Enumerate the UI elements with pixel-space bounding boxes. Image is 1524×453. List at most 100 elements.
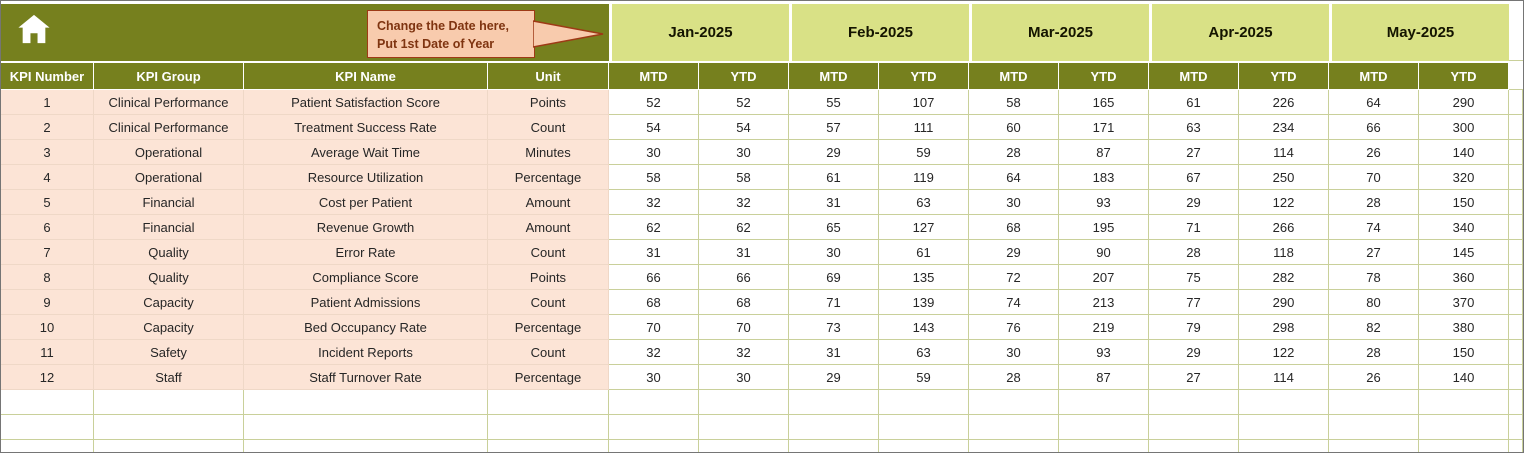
cell-empty[interactable]	[609, 440, 699, 452]
cell-value[interactable]: 250	[1239, 165, 1329, 190]
cell-value[interactable]: 30	[969, 340, 1059, 365]
cell-value[interactable]: 290	[1419, 90, 1509, 115]
cell-empty[interactable]	[488, 440, 609, 452]
cell-unit[interactable]: Amount	[488, 190, 609, 215]
cell-value[interactable]: 165	[1059, 90, 1149, 115]
column-header-feb-2025-ytd[interactable]: YTD	[879, 63, 969, 90]
cell-value[interactable]: 68	[609, 290, 699, 315]
cell-kpi-number[interactable]: 9	[1, 290, 94, 315]
cell-empty[interactable]	[1059, 390, 1149, 415]
cell-empty[interactable]	[1329, 440, 1419, 452]
cell-value[interactable]: 360	[1419, 265, 1509, 290]
cell-unit[interactable]: Count	[488, 240, 609, 265]
column-header-may-2025-mtd[interactable]: MTD	[1329, 63, 1419, 90]
cell-kpi-name[interactable]: Treatment Success Rate	[244, 115, 488, 140]
cell-value[interactable]: 70	[699, 315, 789, 340]
cell-value[interactable]: 27	[1329, 240, 1419, 265]
cell-kpi-name[interactable]: Staff Turnover Rate	[244, 365, 488, 390]
cell-empty[interactable]	[969, 440, 1059, 452]
cell-value[interactable]: 59	[879, 365, 969, 390]
cell-value[interactable]: 70	[609, 315, 699, 340]
cell-kpi-name[interactable]: Patient Satisfaction Score	[244, 90, 488, 115]
cell-value[interactable]: 26	[1329, 365, 1419, 390]
cell-value[interactable]: 122	[1239, 340, 1329, 365]
cell-kpi-number[interactable]: 6	[1, 215, 94, 240]
cell-empty[interactable]	[1509, 365, 1523, 390]
cell-value[interactable]: 31	[789, 190, 879, 215]
cell-value[interactable]: 119	[879, 165, 969, 190]
cell-value[interactable]: 298	[1239, 315, 1329, 340]
cell-value[interactable]: 63	[879, 340, 969, 365]
cell-empty[interactable]	[879, 390, 969, 415]
cell-value[interactable]: 213	[1059, 290, 1149, 315]
cell-kpi-number[interactable]: 8	[1, 265, 94, 290]
cell-empty[interactable]	[94, 440, 244, 452]
cell-value[interactable]: 207	[1059, 265, 1149, 290]
cell-value[interactable]: 68	[699, 290, 789, 315]
cell-kpi-number[interactable]: 3	[1, 140, 94, 165]
cell-value[interactable]: 78	[1329, 265, 1419, 290]
cell-value[interactable]: 29	[1149, 190, 1239, 215]
cell-value[interactable]: 74	[969, 290, 1059, 315]
cell-empty[interactable]	[1239, 415, 1329, 440]
cell-unit[interactable]: Amount	[488, 215, 609, 240]
cell-empty[interactable]	[789, 440, 879, 452]
column-header-mar-2025-mtd[interactable]: MTD	[969, 63, 1059, 90]
cell-empty[interactable]	[1509, 440, 1523, 452]
cell-value[interactable]: 67	[1149, 165, 1239, 190]
cell-empty[interactable]	[1509, 190, 1523, 215]
cell-value[interactable]: 90	[1059, 240, 1149, 265]
cell-value[interactable]: 26	[1329, 140, 1419, 165]
cell-kpi-number[interactable]: 10	[1, 315, 94, 340]
cell-unit[interactable]: Percentage	[488, 365, 609, 390]
cell-kpi-group[interactable]: Operational	[94, 165, 244, 190]
cell-value[interactable]: 30	[699, 140, 789, 165]
cell-kpi-group[interactable]: Financial	[94, 215, 244, 240]
cell-value[interactable]: 31	[699, 240, 789, 265]
cell-value[interactable]: 139	[879, 290, 969, 315]
cell-kpi-name[interactable]: Resource Utilization	[244, 165, 488, 190]
cell-value[interactable]: 31	[789, 340, 879, 365]
cell-value[interactable]: 370	[1419, 290, 1509, 315]
cell-empty[interactable]	[1509, 415, 1523, 440]
month-header-cell-mar-2025[interactable]: Mar-2025	[969, 4, 1149, 61]
column-header-kpi-group[interactable]: KPI Group	[94, 63, 244, 90]
cell-kpi-name[interactable]: Incident Reports	[244, 340, 488, 365]
cell-value[interactable]: 140	[1419, 365, 1509, 390]
cell-kpi-group[interactable]: Staff	[94, 365, 244, 390]
cell-value[interactable]: 320	[1419, 165, 1509, 190]
cell-value[interactable]: 93	[1059, 190, 1149, 215]
cell-kpi-name[interactable]: Bed Occupancy Rate	[244, 315, 488, 340]
cell-value[interactable]: 80	[1329, 290, 1419, 315]
cell-value[interactable]: 30	[969, 190, 1059, 215]
cell-empty[interactable]	[1149, 415, 1239, 440]
cell-empty[interactable]	[1419, 415, 1509, 440]
column-header-feb-2025-mtd[interactable]: MTD	[789, 63, 879, 90]
cell-kpi-group[interactable]: Quality	[94, 240, 244, 265]
cell-value[interactable]: 195	[1059, 215, 1149, 240]
cell-value[interactable]: 30	[609, 140, 699, 165]
cell-value[interactable]: 87	[1059, 365, 1149, 390]
cell-kpi-group[interactable]: Capacity	[94, 315, 244, 340]
cell-value[interactable]: 87	[1059, 140, 1149, 165]
cell-value[interactable]: 60	[969, 115, 1059, 140]
cell-empty[interactable]	[1149, 390, 1239, 415]
cell-value[interactable]: 59	[879, 140, 969, 165]
cell-empty[interactable]	[94, 415, 244, 440]
cell-empty[interactable]	[1059, 440, 1149, 452]
cell-value[interactable]: 79	[1149, 315, 1239, 340]
column-header-unit[interactable]: Unit	[488, 63, 609, 90]
cell-value[interactable]: 300	[1419, 115, 1509, 140]
cell-value[interactable]: 340	[1419, 215, 1509, 240]
cell-value[interactable]: 282	[1239, 265, 1329, 290]
cell-kpi-number[interactable]: 2	[1, 115, 94, 140]
cell-value[interactable]: 150	[1419, 340, 1509, 365]
cell-kpi-name[interactable]: Error Rate	[244, 240, 488, 265]
cell-value[interactable]: 54	[609, 115, 699, 140]
cell-empty[interactable]	[1509, 290, 1523, 315]
cell-empty[interactable]	[609, 390, 699, 415]
cell-value[interactable]: 31	[609, 240, 699, 265]
cell-kpi-group[interactable]: Clinical Performance	[94, 90, 244, 115]
cell-value[interactable]: 71	[789, 290, 879, 315]
cell-empty[interactable]	[699, 440, 789, 452]
